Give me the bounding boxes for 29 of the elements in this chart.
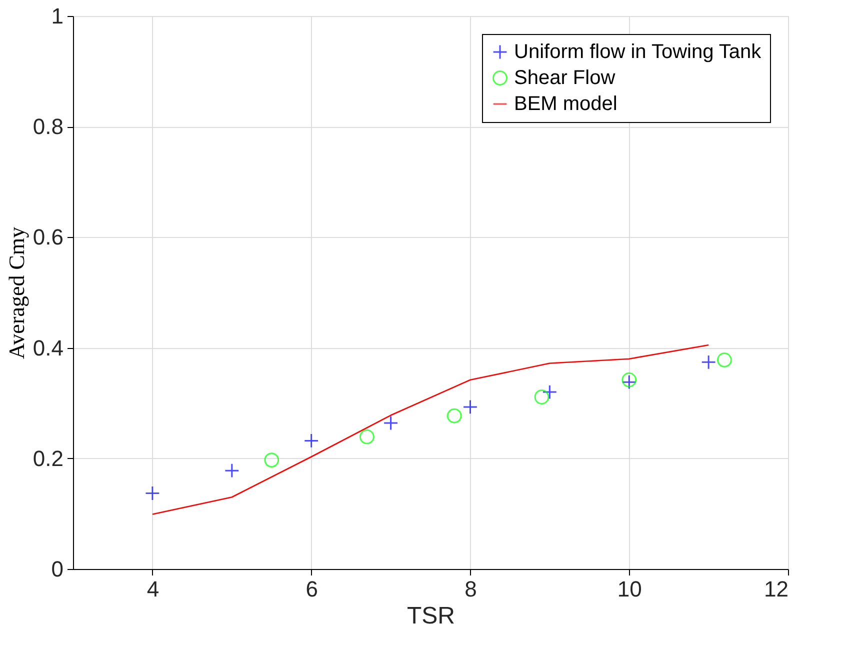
- legend-label: Uniform flow in Towing Tank: [514, 41, 762, 63]
- point: [542, 384, 558, 400]
- y-tick-label: 1: [51, 4, 64, 28]
- line-series: [152, 344, 710, 515]
- point: [144, 486, 160, 501]
- point: [359, 429, 374, 444]
- legend-label: Shear Flow: [514, 67, 616, 89]
- y-tick-label: 0.4: [32, 335, 64, 360]
- y-tick-label: 0: [51, 556, 64, 582]
- point: [224, 463, 240, 478]
- y-tick-label: 0.6: [32, 224, 64, 250]
- point: [534, 390, 550, 404]
- point: [462, 400, 478, 414]
- x-tick-label: 12: [764, 576, 788, 602]
- legend-label: BEM model: [514, 93, 618, 115]
- x-tick-label: 4: [146, 576, 160, 602]
- y-axis-title: Averaged Cmy: [4, 226, 29, 360]
- point: [701, 354, 716, 370]
- point: [716, 352, 732, 368]
- point: [264, 452, 280, 468]
- point: [446, 408, 462, 424]
- x-axis-title: TSR: [407, 602, 455, 630]
- point: [304, 433, 319, 448]
- point: [383, 416, 398, 430]
- y-tick-label: 0.2: [32, 446, 64, 471]
- y-tick-label: 0.8: [32, 114, 64, 140]
- x-tick-label: 6: [306, 576, 318, 602]
- x-tick-label: 10: [617, 576, 642, 602]
- x-tick-label: 8: [464, 576, 477, 602]
